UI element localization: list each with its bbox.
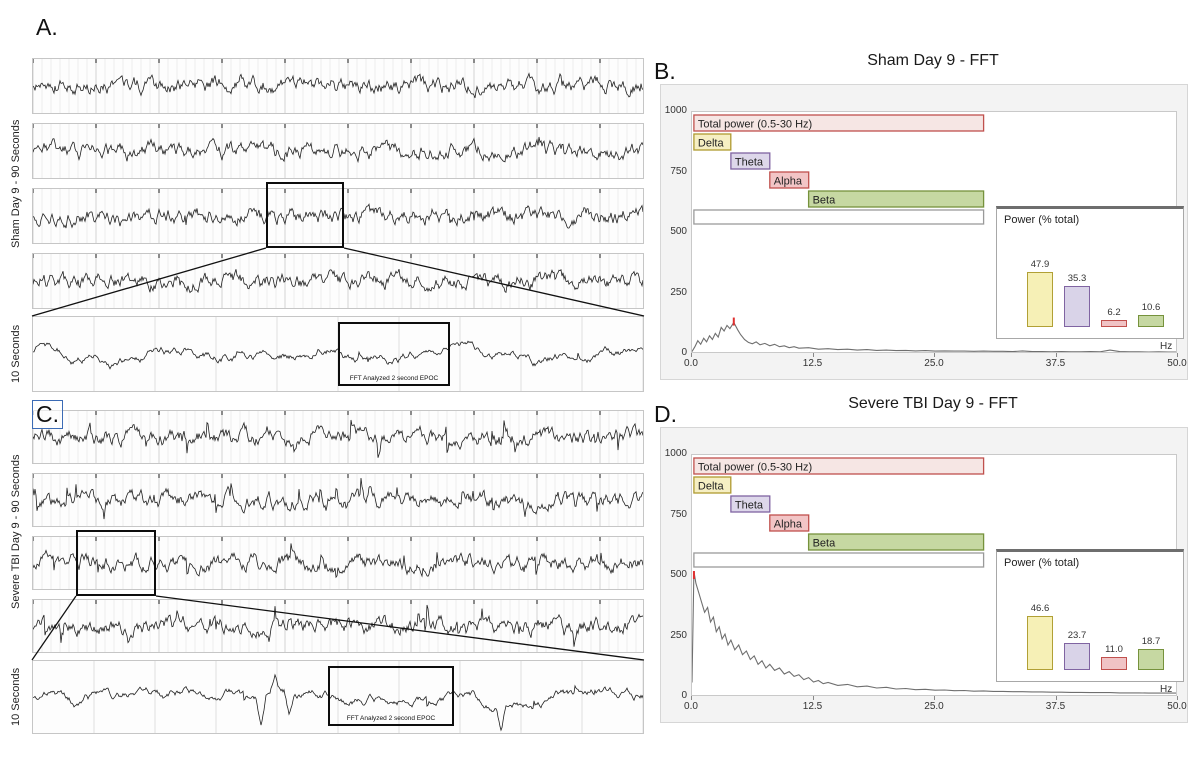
band-label: Delta [698,138,725,150]
x-axis-tick-mark [691,696,692,700]
panel-c-eeg-trace-4 [32,599,644,653]
inset-bar-delta [1027,271,1053,327]
x-axis-tick: 12.5 [802,358,823,369]
x-axis-tick-mark [934,353,935,357]
x-axis-tick-mark [1177,696,1178,700]
panel-c-side-label: Severe TBI Day 9 - 90 Seconds [8,410,24,653]
panel-c-eeg-trace-1 [32,410,644,464]
y-axis-tick: 1000 [664,448,687,459]
y-axis-tick: 500 [670,569,687,580]
y-axis-tick: 250 [670,286,687,298]
band-label: Alpha [774,519,803,531]
panel-c-epoch-rect: FFT Analyzed 2 second EPOC [328,666,454,726]
inset-bar-value: 47.9 [1030,258,1050,270]
inset-bar-value: 18.7 [1141,635,1161,647]
panel-c-side-label-text: Severe TBI Day 9 - 90 Seconds [10,454,22,609]
fft-spectrum-line [692,571,1176,694]
x-axis-tick: 0.0 [684,358,698,369]
inset-title: Power (% total) [1004,214,1080,226]
y-axis-tick: 1000 [664,105,687,116]
inset-title: Power (% total) [1004,557,1080,569]
y-axis-tick: 250 [670,629,687,641]
panel-a-eeg-trace-4 [32,253,644,309]
chart-d-title: Severe TBI Day 9 - FFT [848,395,1018,412]
y-axis-tick: 0 [681,690,687,701]
panel-a-epoch-rect: FFT Analyzed 2 second EPOC [338,322,450,386]
inset-bar-value: 46.6 [1030,603,1050,615]
inset-bar-value: 11.0 [1105,644,1123,656]
x-axis-tick: 25.0 [924,358,944,369]
panel-a-selection-rect [266,182,344,248]
x-axis-tick: 37.5 [1045,701,1066,712]
x-axis-tick: 50.0 [1167,358,1187,369]
x-axis-unit: Hz [1160,684,1173,695]
inset-bar-value: 6.2 [1107,306,1121,318]
panel-a-eeg-trace-2 [32,123,644,179]
panel-c-zoom-label: 10 Seconds [8,660,24,734]
inset-bar-value: 10.6 [1141,301,1161,313]
panel-a-side-label-text: Sham Day 9 - 90 Seconds [10,119,22,248]
panel-c-epoch-label: FFT Analyzed 2 second EPOC [346,715,436,722]
band-label: Beta [813,195,837,207]
inset-bar-beta [1138,314,1164,327]
x-axis-tick-mark [691,353,692,357]
panel-a-label: A. [36,14,58,40]
inset-bar-beta [1138,648,1164,670]
panel-a-eeg-trace-3 [32,188,644,244]
x-axis-tick: 25.0 [924,701,944,712]
panel-d-label: D. [654,401,677,427]
chart-b-title: Sham Day 9 - FFT [867,52,999,69]
sham-fft-chart: Total power (0.5-30 Hz) Delta Theta Alpha Be… [660,84,1188,380]
panel-a-side-label: Sham Day 9 - 90 Seconds [8,58,24,309]
x-axis-tick: 12.5 [802,701,823,712]
band-label: Theta [735,500,764,512]
inset-bar-delta [1027,616,1053,670]
panel-a-epoch-label: FFT Analyzed 2 second EPOC [349,375,439,382]
x-axis-tick-mark [934,696,935,700]
inset-bar-theta [1064,642,1090,670]
x-axis-unit: Hz [1160,341,1173,352]
panel-b-label: B. [654,58,676,84]
y-axis-tick: 750 [670,508,687,520]
power-percent-inset: Power (% total) 47.9 35.3 6.2 10.6 [996,206,1184,339]
x-axis-tick-mark [812,696,814,700]
panel-a-zoom-label-text: 10 Seconds [10,324,22,384]
x-axis-tick-mark [1177,353,1178,357]
panel-a-zoom-label: 10 Seconds [8,316,24,392]
y-axis-tick: 750 [670,165,687,177]
x-axis-tick-mark [1055,353,1057,357]
fft-spectrum-line [692,321,1176,352]
panel-c-label: C. [32,400,63,429]
panel-c-zoom-trace [32,660,644,734]
x-axis-tick: 37.5 [1045,358,1066,369]
x-axis-tick-mark [812,353,814,357]
inset-bar-alpha [1101,657,1127,670]
band-label: Theta [735,157,764,169]
y-axis-tick: 0 [681,347,687,358]
x-axis-tick: 0.0 [684,701,698,712]
y-axis-tick: 500 [670,226,687,237]
panel-c-zoom-label-text: 10 Seconds [10,667,22,727]
power-percent-inset: Power (% total) 46.6 23.7 11.0 18.7 [996,549,1184,682]
band-label: Total power (0.5-30 Hz) [698,119,812,131]
band-label: Total power (0.5-30 Hz) [698,462,812,474]
inset-bar-theta [1064,286,1090,327]
panel-c-eeg-trace-3 [32,536,644,590]
panel-c-selection-rect [76,530,156,596]
band-label: Delta [698,481,725,493]
x-axis-tick-mark [1055,696,1057,700]
inset-bar-value: 23.7 [1067,629,1087,641]
tbi-fft-chart: Total power (0.5-30 Hz) Delta Theta Alpha Be… [660,427,1188,723]
inset-bar-value: 35.3 [1067,273,1087,285]
x-axis-tick: 50.0 [1167,701,1187,712]
band-label: Beta [813,538,837,550]
panel-a-eeg-trace-1 [32,58,644,114]
inset-bar-alpha [1101,319,1127,327]
panel-c-eeg-trace-2 [32,473,644,527]
band-label: Alpha [774,176,803,188]
